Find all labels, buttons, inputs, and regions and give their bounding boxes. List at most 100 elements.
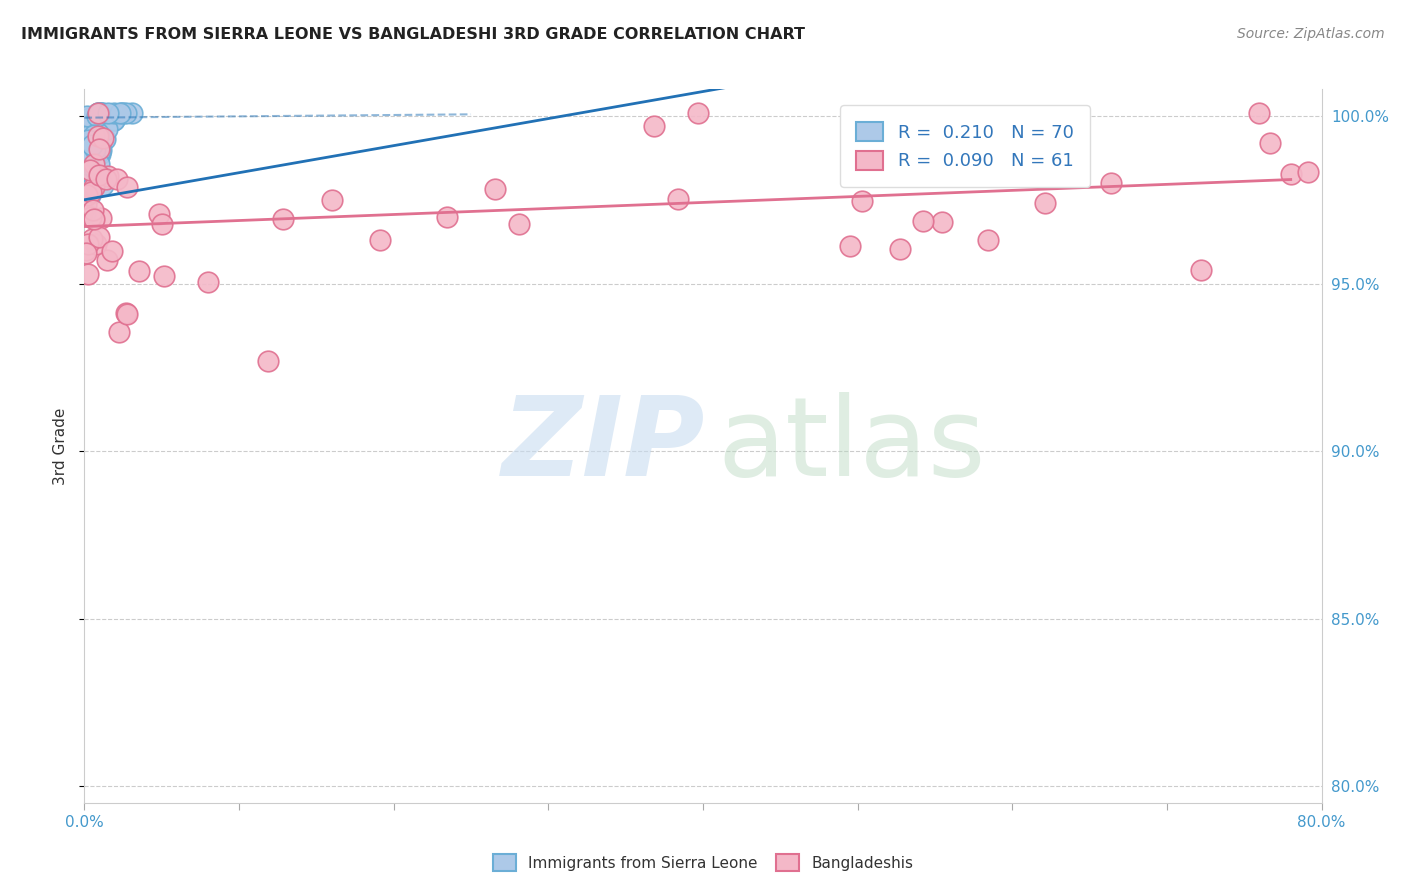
- Point: [271, 211, 294, 226]
- Point: [152, 268, 174, 283]
- Point: [75, 243, 97, 257]
- Point: [87, 229, 110, 244]
- Point: [89, 105, 111, 120]
- Point: [101, 244, 124, 259]
- Point: [1258, 136, 1281, 150]
- Point: [84, 122, 107, 136]
- Point: [1189, 263, 1212, 277]
- Point: [79, 186, 101, 200]
- Point: [84, 236, 107, 251]
- Point: [105, 171, 128, 186]
- Point: [1033, 196, 1056, 211]
- Point: [76, 109, 98, 123]
- Point: [77, 165, 100, 179]
- Point: [643, 119, 665, 133]
- Point: [80, 232, 103, 246]
- Point: [1298, 165, 1320, 179]
- Point: [80, 139, 103, 153]
- Point: [110, 105, 132, 120]
- Point: [79, 150, 101, 164]
- Point: [96, 121, 118, 136]
- Point: [128, 264, 150, 278]
- Point: [94, 172, 117, 186]
- Point: [87, 128, 110, 143]
- Point: [82, 177, 104, 191]
- Point: [91, 178, 114, 192]
- Point: [82, 137, 104, 152]
- Point: [82, 202, 104, 217]
- Point: [851, 194, 873, 209]
- Point: [87, 105, 110, 120]
- Point: [83, 157, 105, 171]
- Point: [80, 127, 103, 141]
- Point: [103, 113, 125, 128]
- Point: [91, 105, 114, 120]
- Point: [75, 141, 97, 155]
- Point: [76, 187, 98, 202]
- Point: [484, 181, 506, 195]
- Point: [75, 205, 97, 219]
- Point: [97, 105, 120, 120]
- Point: [436, 210, 458, 224]
- Point: [91, 131, 114, 145]
- Point: [257, 354, 280, 368]
- Point: [103, 105, 125, 120]
- Point: [89, 147, 111, 161]
- Point: [77, 161, 100, 175]
- Point: [79, 168, 101, 182]
- Point: [80, 155, 103, 169]
- Point: [79, 188, 101, 202]
- Point: [103, 113, 125, 128]
- Point: [842, 141, 865, 155]
- Point: [121, 105, 143, 120]
- Point: [89, 145, 111, 159]
- Point: [77, 268, 100, 282]
- Point: [87, 105, 110, 120]
- Point: [111, 105, 134, 120]
- Text: atlas: atlas: [717, 392, 986, 500]
- Point: [108, 325, 131, 339]
- Point: [83, 212, 105, 227]
- Point: [84, 142, 107, 156]
- Point: [77, 112, 100, 126]
- Point: [96, 253, 118, 268]
- Point: [80, 181, 103, 195]
- Point: [93, 132, 115, 146]
- Point: [90, 143, 112, 157]
- Point: [150, 218, 173, 232]
- Point: [117, 180, 139, 194]
- Text: ZIP: ZIP: [502, 392, 706, 500]
- Point: [197, 275, 219, 289]
- Point: [110, 105, 132, 120]
- Point: [1249, 105, 1271, 120]
- Point: [75, 245, 97, 260]
- Point: [686, 105, 709, 120]
- Point: [86, 126, 108, 140]
- Point: [912, 214, 935, 228]
- Point: [666, 193, 689, 207]
- Point: [86, 109, 108, 123]
- Point: [82, 128, 104, 142]
- Point: [508, 217, 530, 231]
- Point: [87, 105, 110, 120]
- Point: [75, 153, 97, 167]
- Point: [90, 211, 112, 226]
- Legend: Immigrants from Sierra Leone, Bangladeshis: Immigrants from Sierra Leone, Bangladesh…: [486, 848, 920, 877]
- Point: [87, 157, 110, 171]
- Point: [839, 239, 862, 253]
- Point: [80, 110, 103, 124]
- Point: [82, 127, 104, 141]
- Point: [76, 143, 98, 157]
- Point: [82, 147, 104, 161]
- Point: [76, 145, 98, 160]
- Point: [83, 161, 105, 175]
- Point: [83, 167, 105, 181]
- Point: [83, 150, 105, 164]
- Point: [80, 133, 103, 147]
- Y-axis label: 3rd Grade: 3rd Grade: [53, 408, 69, 484]
- Point: [79, 146, 101, 161]
- Text: Source: ZipAtlas.com: Source: ZipAtlas.com: [1237, 27, 1385, 41]
- Point: [1279, 167, 1302, 181]
- Point: [114, 306, 136, 320]
- Point: [931, 215, 953, 229]
